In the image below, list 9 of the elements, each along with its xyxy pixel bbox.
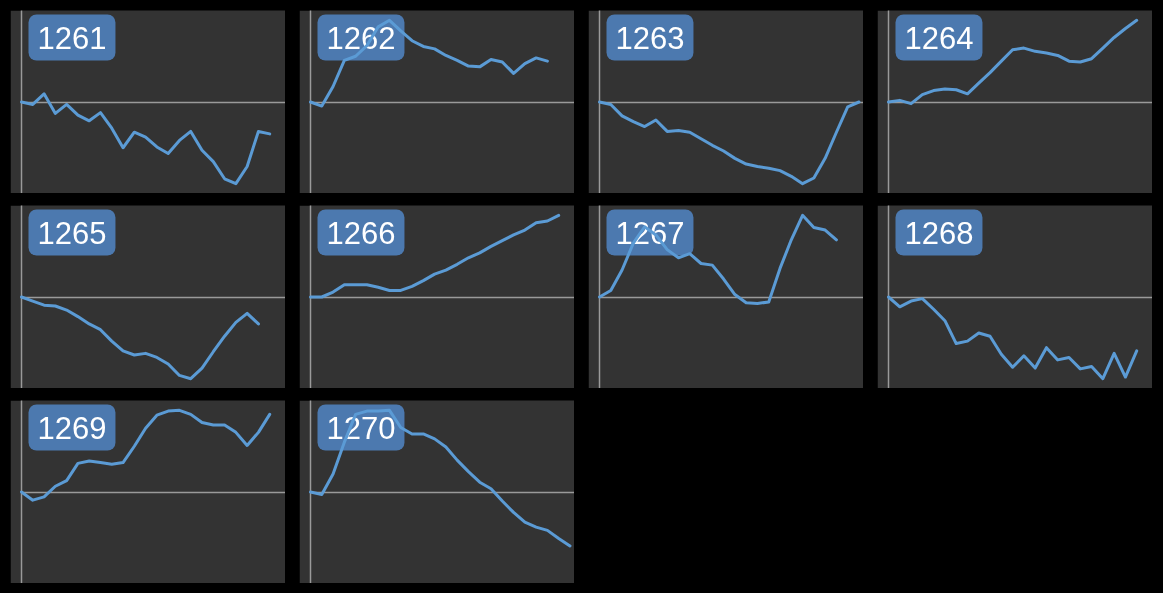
chart-title: 1264 xyxy=(904,20,974,56)
chart-title: 1265 xyxy=(37,215,107,251)
chart-title: 1268 xyxy=(904,215,974,251)
chart-title: 1263 xyxy=(615,20,685,56)
chart-title: 1270 xyxy=(326,410,396,446)
chart-title: 1266 xyxy=(326,215,396,251)
chart-title: 1262 xyxy=(326,20,396,56)
chart-title: 1269 xyxy=(37,410,107,446)
chart-title: 1261 xyxy=(37,20,107,56)
